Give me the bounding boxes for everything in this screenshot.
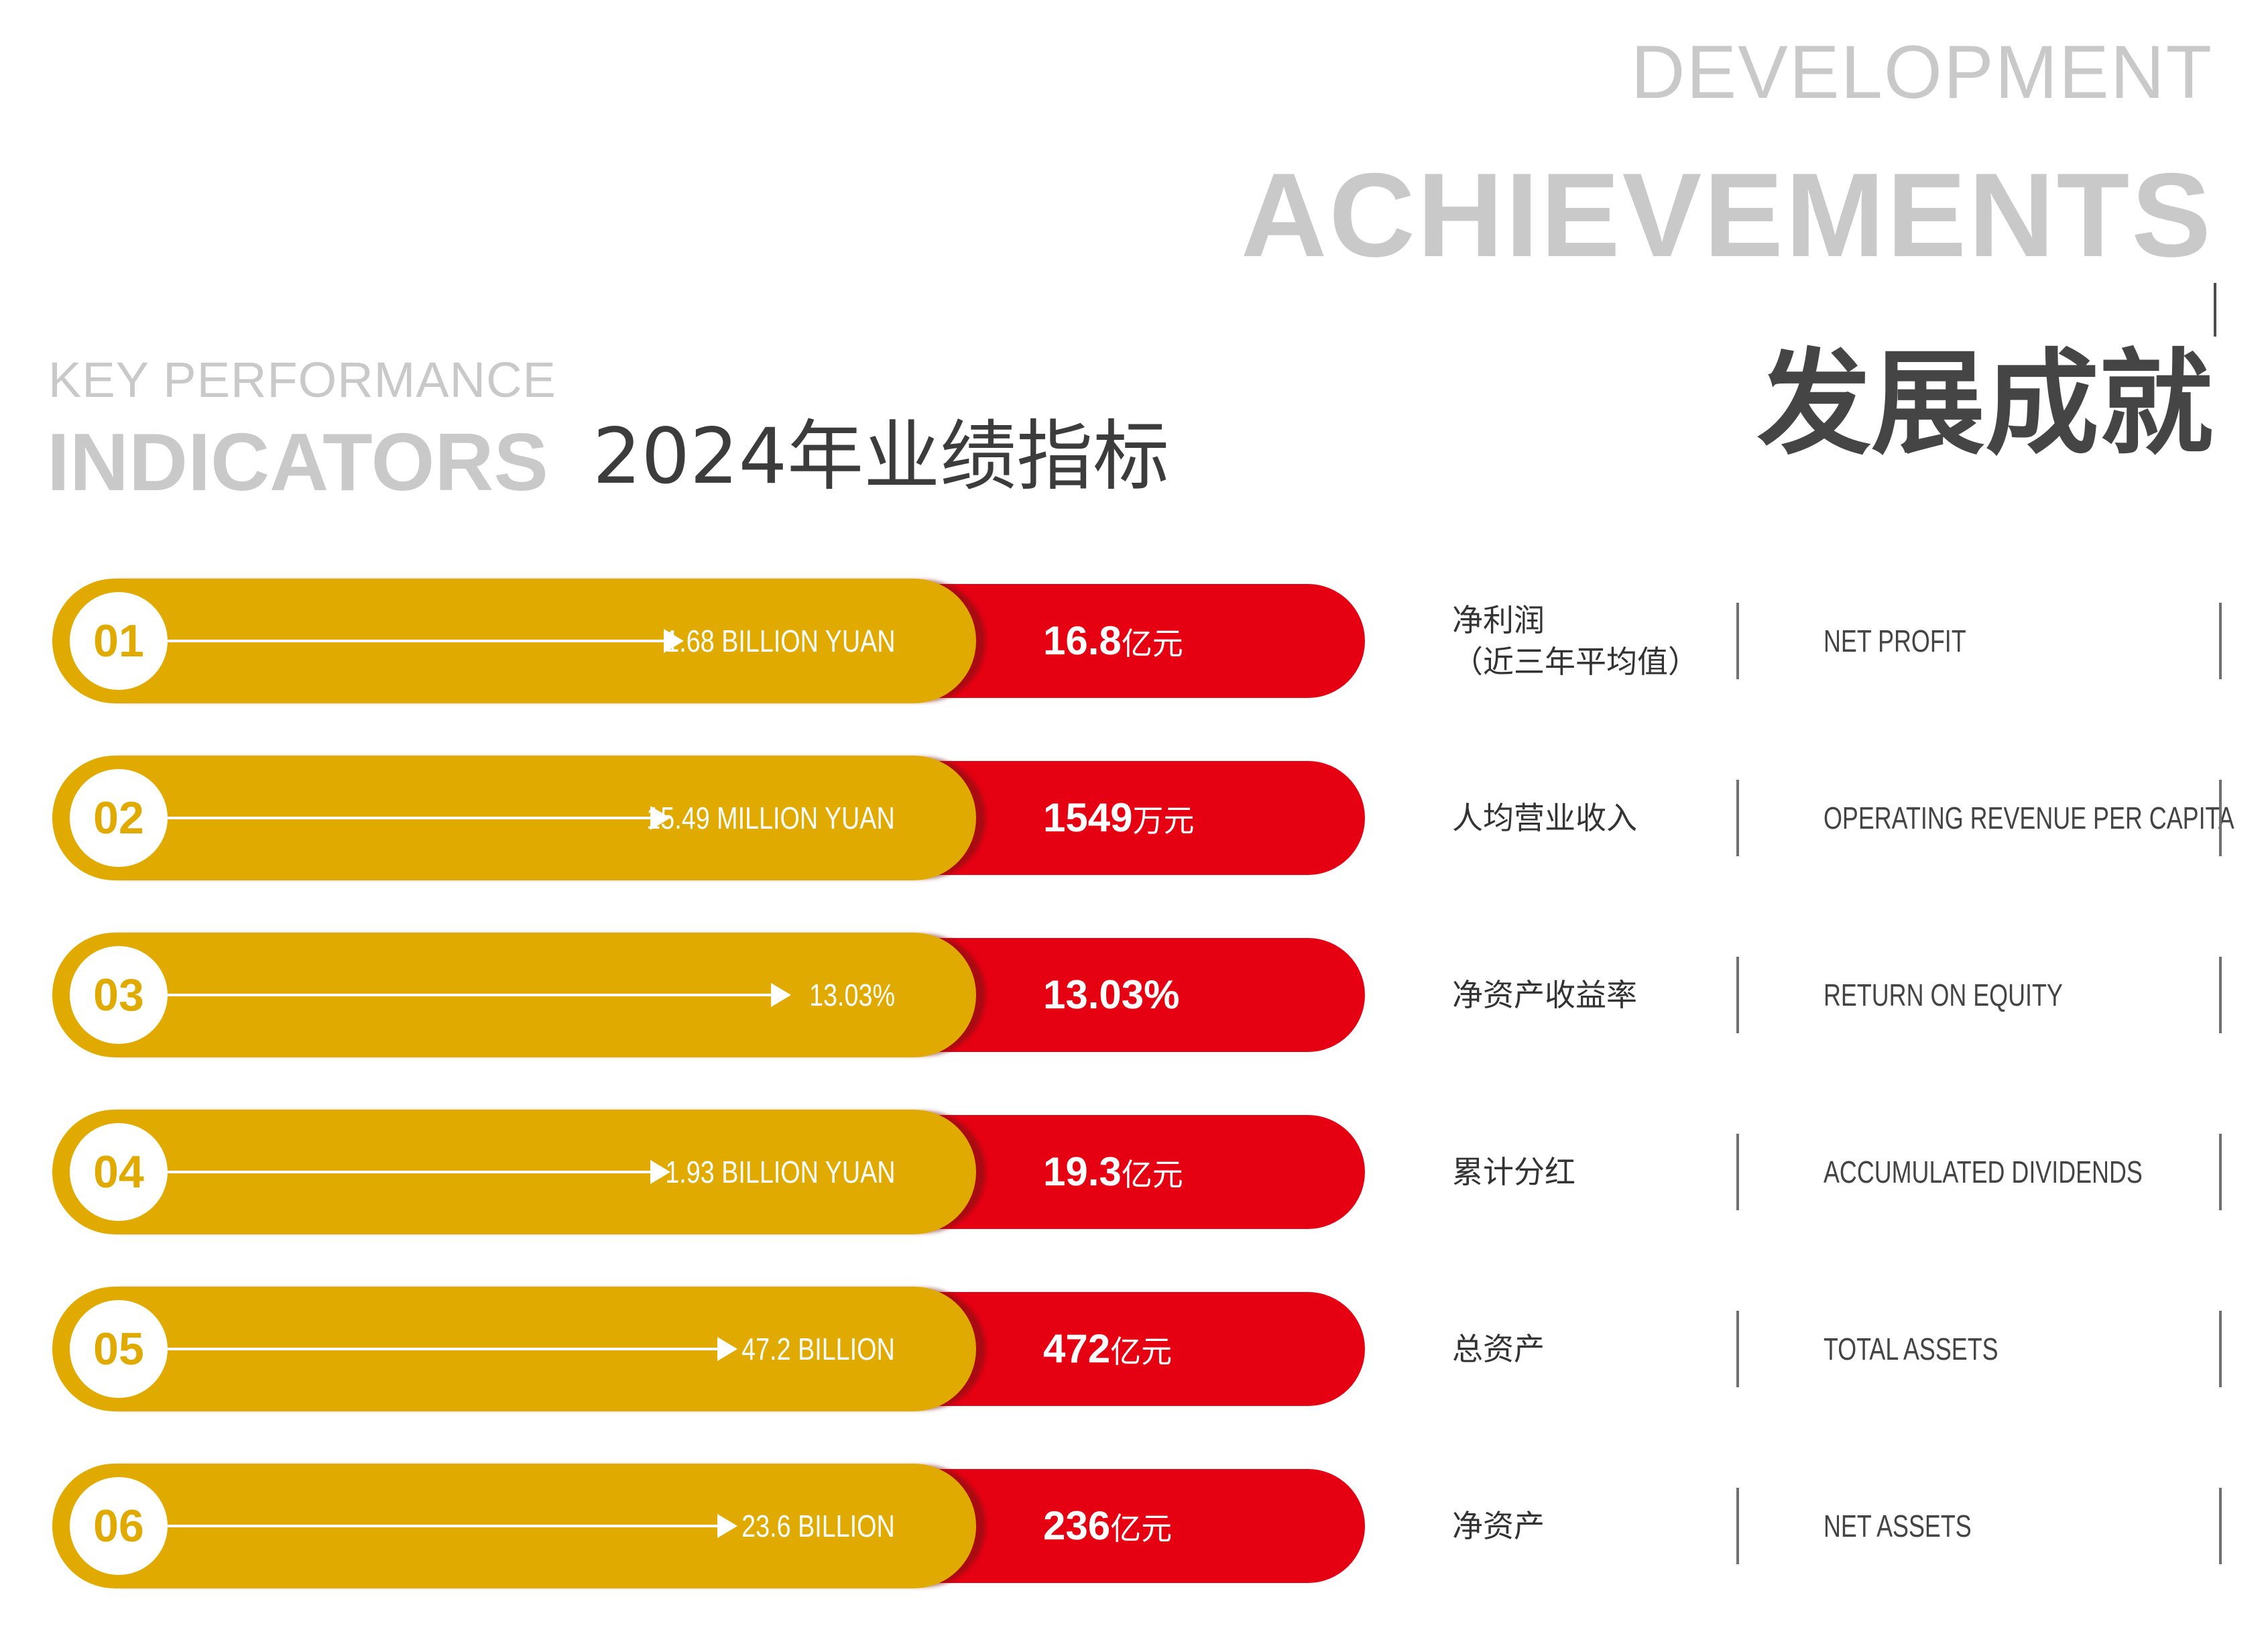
value-pill (918, 761, 1365, 875)
cn-label: 总资产 (1452, 1287, 1747, 1411)
english-value: 1.93 BILLION YUAN (664, 1155, 895, 1189)
en-label: TOTAL ASSETS (1824, 1332, 1998, 1366)
big-unit: 亿元 (1121, 626, 1183, 662)
separator (2219, 957, 2222, 1033)
big-number: 19.3 (1043, 1149, 1122, 1194)
key-performance-label: KEY PERFORMANCE (48, 352, 556, 408)
value-pill (918, 1292, 1365, 1406)
big-number: 472 (1043, 1326, 1111, 1371)
separator (1736, 1134, 1739, 1210)
separator (1736, 780, 1739, 856)
row-number: 06 (70, 1477, 168, 1575)
english-value: 23.6 BILLION (741, 1509, 895, 1543)
right-arrow-icon (168, 1160, 670, 1184)
big-number: 236 (1043, 1503, 1111, 1548)
en-label: RETURN ON EQUITY (1824, 978, 2063, 1012)
kpi-row: 06 23.6 BILLION 236亿元 净资产 NET ASSETS (0, 1464, 2268, 1588)
big-unit: 亿元 (1110, 1334, 1173, 1370)
value-pill (918, 1469, 1365, 1583)
en-label: NET PROFIT (1824, 624, 1966, 658)
big-unit: 亿元 (1121, 1157, 1183, 1193)
kpi-row: 02 15.49 MILLION YUAN 1549万元 人均营业收入 OPER… (0, 756, 2268, 880)
cn-label-text: 净资产收益率 (1452, 976, 1637, 1013)
en-label: NET ASSETS (1824, 1509, 1972, 1543)
en-label: ACCUMULATED DIVIDENDS (1824, 1155, 2143, 1189)
big-value: 19.3亿元 (1043, 1110, 1183, 1234)
big-value: 13.03% (1043, 933, 1180, 1057)
row-number: 03 (70, 946, 168, 1044)
right-arrow-icon (168, 806, 670, 830)
kpi-row: 05 47.2 BILLION 472亿元 总资产 TOTAL ASSETS (0, 1287, 2268, 1411)
header-cn-title: 发展成就 (1756, 338, 2213, 471)
separator (1736, 603, 1739, 679)
value-pill (918, 584, 1365, 698)
indicators-label: INDICATORS (47, 416, 548, 508)
en-label: OPERATING REVENUE PER CAPITA (1824, 801, 2234, 835)
right-arrow-icon (168, 983, 791, 1007)
kpi-row: 04 1.93 BILLION YUAN 19.3亿元 累计分红 ACCUMUL… (0, 1110, 2268, 1234)
separator (2219, 1134, 2222, 1210)
separator (1736, 957, 1739, 1033)
separator (2219, 603, 2222, 679)
big-unit: 亿元 (1110, 1511, 1173, 1547)
row-number: 01 (70, 592, 168, 690)
english-value: 1.68 BILLION YUAN (664, 624, 895, 658)
cn-label: 人均营业收入 (1452, 756, 1747, 880)
english-value: 15.49 MILLION YUAN (646, 801, 895, 835)
kpi-row: 03 13.03% 13.03% 净资产收益率 RETURN ON EQUITY (0, 933, 2268, 1057)
big-value: 1549万元 (1043, 756, 1194, 880)
cn-label: 净资产收益率 (1452, 933, 1747, 1057)
cn-label-text: 人均营业收入 (1452, 799, 1637, 836)
big-number: 13.03% (1043, 972, 1180, 1017)
right-arrow-icon (168, 629, 684, 653)
cn-label: 净资产 (1452, 1464, 1747, 1588)
big-number: 16.8 (1043, 618, 1122, 663)
big-value: 16.8亿元 (1043, 579, 1183, 703)
cn-label-text: 净利润 （近三年平均值） (1452, 601, 1699, 680)
header-achievements: ACHIEVEMENTS (1240, 148, 2213, 282)
big-value: 472亿元 (1043, 1287, 1172, 1411)
english-value: 13.03% (809, 978, 895, 1012)
cn-label-text: 净资产 (1452, 1507, 1545, 1544)
big-unit: 万元 (1132, 803, 1195, 839)
separator (2219, 1488, 2222, 1564)
right-arrow-icon (168, 1337, 737, 1361)
cn-label-text: 累计分红 (1452, 1153, 1575, 1190)
kpi-row: 01 1.68 BILLION YUAN 16.8亿元 净利润 （近三年平均值）… (0, 579, 2268, 703)
big-value: 236亿元 (1043, 1464, 1172, 1588)
header-divider (2214, 283, 2216, 337)
row-number: 05 (70, 1300, 168, 1398)
row-number: 02 (70, 769, 168, 867)
separator (1736, 1311, 1739, 1387)
value-pill (918, 938, 1365, 1052)
cn-label-text: 总资产 (1452, 1330, 1545, 1367)
right-arrow-icon (168, 1514, 737, 1538)
english-value: 47.2 BILLION (741, 1332, 895, 1366)
section-cn-title: 2024年业绩指标 (593, 412, 1170, 501)
separator (1736, 1488, 1739, 1564)
header-development: DEVELOPMENT (1630, 30, 2213, 114)
cn-label: 累计分红 (1452, 1110, 1747, 1234)
separator (2219, 1311, 2222, 1387)
row-number: 04 (70, 1123, 168, 1221)
cn-label: 净利润 （近三年平均值） (1452, 579, 1747, 703)
big-number: 1549 (1043, 795, 1133, 840)
value-pill (918, 1115, 1365, 1229)
separator (2219, 780, 2222, 856)
